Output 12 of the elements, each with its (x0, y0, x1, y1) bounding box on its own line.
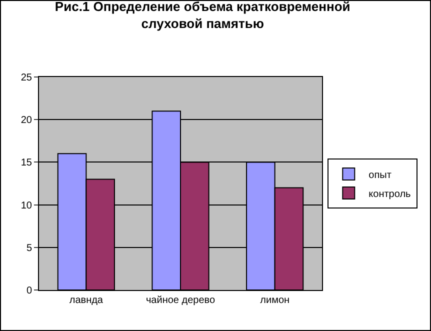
y-tick-label: 15 (20, 158, 32, 169)
y-tick-label: 20 (20, 115, 32, 126)
x-tick-label: чайное дерево (146, 295, 216, 306)
y-tick-label: 5 (26, 242, 32, 254)
x-tick-label: лимон (260, 295, 290, 306)
y-tick-label: 0 (26, 286, 32, 296)
legend-label: контроль (368, 188, 411, 200)
x-tick-label: лавнда (69, 295, 104, 306)
y-tick-label: 25 (20, 72, 32, 84)
chart-title: Рис.1 Определение объема кратковременной слуховой памятью (54, 0, 350, 31)
legend-label: опыт (368, 170, 392, 181)
y-tick-label: 10 (20, 200, 32, 212)
